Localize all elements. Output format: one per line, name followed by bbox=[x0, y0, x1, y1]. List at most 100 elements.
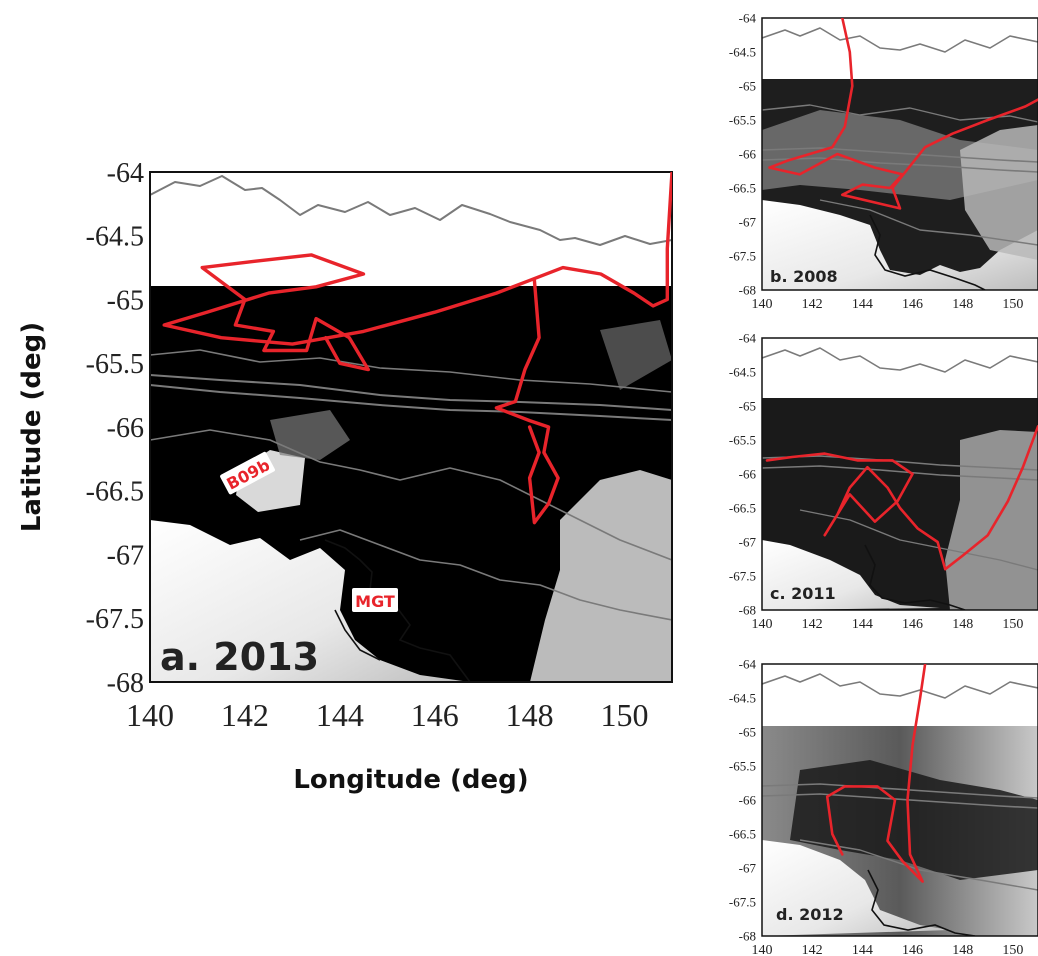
ship-track-b bbox=[768, 18, 1038, 210]
coastline-d bbox=[867, 869, 976, 936]
panel-label-c: c. 2011 bbox=[770, 584, 836, 603]
y-tick-label-a: -64.5 bbox=[86, 222, 144, 253]
y-tick-label-b: -67.5 bbox=[729, 249, 756, 264]
ice-drift-a2 bbox=[600, 320, 672, 390]
svg-text:a. 2013: a. 2013 bbox=[160, 635, 319, 679]
y-tick-label-d: -68 bbox=[739, 929, 756, 944]
y-tick-label-b: -68 bbox=[739, 283, 756, 298]
x-tick-label-d: 148 bbox=[952, 943, 973, 956]
y-tick-label-a: -65 bbox=[107, 285, 144, 316]
contour-line bbox=[299, 529, 672, 621]
ice-floe-a bbox=[530, 470, 672, 682]
y-tick-label-a: -64 bbox=[107, 158, 144, 189]
y-tick-label-a: -65.5 bbox=[86, 349, 144, 380]
land-ice-b bbox=[762, 200, 1038, 290]
ice-floe-c bbox=[945, 430, 1038, 610]
y-tick-label-b: -65 bbox=[739, 79, 756, 94]
y-tick-label-b: -66 bbox=[739, 147, 757, 162]
map-panel-c: c. 2011 bbox=[761, 337, 1038, 611]
ship-track-d bbox=[825, 664, 927, 883]
coastline-c bbox=[864, 544, 966, 610]
x-tick-label-d: 144 bbox=[852, 943, 873, 956]
contour-line bbox=[799, 509, 1038, 571]
contour-line bbox=[150, 349, 672, 393]
y-tick-label-a: -68 bbox=[107, 668, 144, 699]
contour-line bbox=[762, 104, 1038, 123]
y-tick-label-b: -66.5 bbox=[729, 181, 756, 196]
contour-line bbox=[150, 374, 672, 411]
y-tick-label-b: -65.5 bbox=[729, 113, 756, 128]
contour-line bbox=[762, 783, 1038, 799]
x-tick-label-d: 142 bbox=[802, 943, 823, 956]
annotation-mgt: MGT bbox=[352, 588, 398, 612]
map-panel-a: B09b MGT a. 2013 bbox=[149, 171, 673, 683]
panel-label-d: d. 2012 bbox=[776, 905, 844, 924]
land-ice-a bbox=[150, 520, 470, 682]
y-tick-label-b: -64 bbox=[739, 11, 757, 26]
contour-line bbox=[762, 347, 1038, 373]
x-tick-label-c: 150 bbox=[1002, 617, 1023, 632]
x-tick-label-a: 142 bbox=[221, 697, 269, 733]
contour-line bbox=[762, 27, 1038, 53]
contour-line bbox=[799, 839, 1038, 891]
x-tick-label-c: 140 bbox=[752, 617, 773, 632]
contour-line bbox=[762, 793, 1038, 809]
x-tick-label-d: 150 bbox=[1002, 943, 1023, 956]
ship-track-c bbox=[765, 425, 1038, 571]
contour-line bbox=[150, 429, 672, 561]
svg-text:MGT: MGT bbox=[355, 592, 395, 611]
x-tick-label-a: 150 bbox=[601, 697, 649, 733]
map-panel-b: b. 2008 bbox=[761, 17, 1038, 291]
y-tick-label-c: -65 bbox=[739, 399, 756, 414]
panel-label-b: b. 2008 bbox=[770, 267, 838, 286]
y-tick-label-d: -65 bbox=[739, 725, 756, 740]
x-tick-label-a: 144 bbox=[316, 697, 364, 733]
y-tick-label-d: -65.5 bbox=[729, 759, 756, 774]
x-tick-label-b: 146 bbox=[902, 297, 923, 312]
map-panel-d: d. 2012 bbox=[761, 663, 1038, 937]
y-tick-label-d: -66.5 bbox=[729, 827, 756, 842]
x-tick-label-d: 140 bbox=[752, 943, 773, 956]
ship-track-a bbox=[162, 172, 672, 372]
x-tick-label-c: 146 bbox=[902, 617, 923, 632]
coastline-b bbox=[869, 214, 986, 290]
x-tick-label-d: 146 bbox=[902, 943, 923, 956]
contour-line bbox=[762, 147, 1038, 163]
land-ice-d bbox=[762, 840, 950, 936]
x-tick-label-c: 148 bbox=[952, 617, 973, 632]
y-tick-label-a: -66.5 bbox=[86, 477, 144, 508]
contour-line bbox=[819, 199, 1038, 246]
y-tick-label-c: -66 bbox=[739, 467, 757, 482]
panel-label-a: a. 2013 bbox=[160, 635, 319, 679]
x-tick-label-c: 142 bbox=[802, 617, 823, 632]
y-tick-label-b: -67 bbox=[739, 215, 757, 230]
y-tick-label-d: -64 bbox=[739, 657, 757, 672]
land-ice-c bbox=[762, 540, 940, 610]
y-tick-label-c: -68 bbox=[739, 603, 756, 618]
x-tick-label-c: 144 bbox=[852, 617, 873, 632]
y-tick-label-d: -64.5 bbox=[729, 691, 756, 706]
x-tick-label-b: 148 bbox=[952, 297, 973, 312]
y-tick-label-b: -64.5 bbox=[729, 45, 756, 60]
y-tick-label-c: -67 bbox=[739, 535, 757, 550]
x-tick-label-a: 146 bbox=[411, 697, 459, 733]
x-tick-label-b: 140 bbox=[752, 297, 773, 312]
contour-line bbox=[762, 673, 1038, 699]
y-tick-label-c: -67.5 bbox=[729, 569, 756, 584]
dark-sea-d bbox=[790, 760, 1038, 880]
x-tick-label-a: 140 bbox=[126, 697, 174, 733]
x-tick-label-b: 150 bbox=[1002, 297, 1023, 312]
ice-drift-a bbox=[270, 410, 350, 460]
y-tick-label-d: -66 bbox=[739, 793, 757, 808]
y-tick-label-d: -67 bbox=[739, 861, 757, 876]
y-axis-label: Latitude (deg) bbox=[17, 322, 47, 532]
ship-track-a bbox=[494, 278, 560, 525]
contour-line bbox=[150, 175, 672, 246]
y-tick-label-a: -67.5 bbox=[86, 604, 144, 635]
x-tick-label-a: 148 bbox=[506, 697, 554, 733]
y-tick-label-c: -64.5 bbox=[729, 365, 756, 380]
x-tick-label-b: 142 bbox=[802, 297, 823, 312]
y-tick-label-a: -67 bbox=[107, 540, 144, 571]
y-tick-label-c: -66.5 bbox=[729, 501, 756, 516]
